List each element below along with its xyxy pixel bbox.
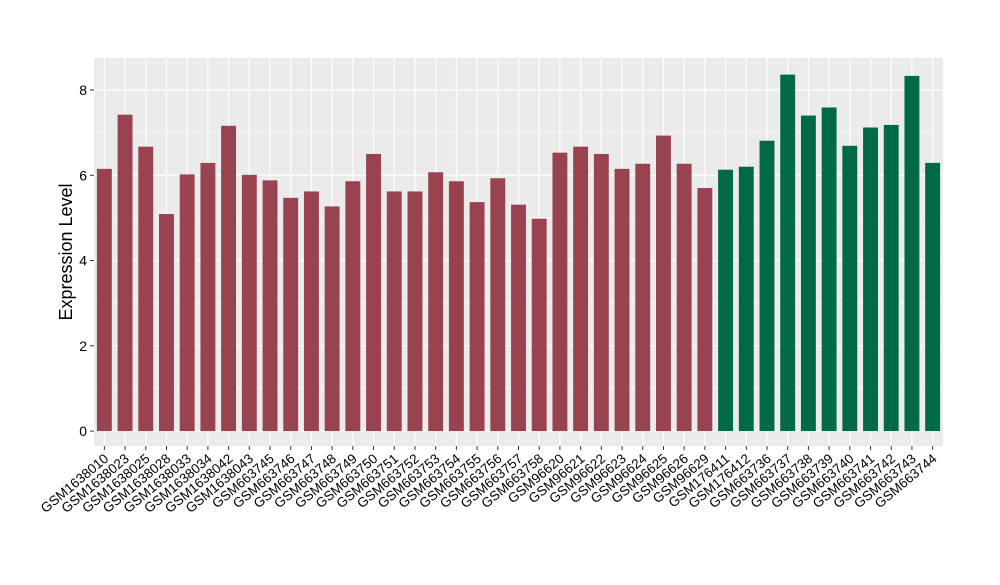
bar	[904, 75, 920, 432]
bar	[366, 153, 381, 432]
bar	[635, 163, 651, 432]
bar	[738, 166, 754, 432]
bar	[469, 202, 485, 432]
bar	[283, 197, 299, 432]
y-axis-title: Expression Level	[56, 183, 76, 320]
bar	[117, 114, 133, 432]
bar	[262, 180, 278, 432]
y-tick-label: 4	[79, 253, 87, 269]
bar	[324, 206, 340, 432]
x-axis: GSM1638010GSM1638023GSM1638025GSM1638028…	[38, 446, 940, 516]
bar	[883, 124, 899, 432]
bar	[407, 191, 423, 432]
bar	[593, 153, 609, 432]
bar	[863, 127, 878, 432]
bar	[511, 204, 526, 432]
bar	[614, 168, 630, 432]
y-tick-label: 6	[79, 167, 87, 183]
bar	[800, 115, 816, 432]
bar	[780, 74, 796, 432]
bar	[386, 191, 402, 432]
bar	[718, 169, 734, 432]
bar	[448, 181, 464, 432]
y-tick-label: 8	[79, 82, 87, 98]
bar	[200, 162, 216, 432]
bar	[221, 125, 237, 432]
bar	[697, 188, 713, 432]
bars	[96, 74, 941, 432]
bar	[821, 107, 837, 432]
bar	[138, 146, 154, 432]
bar	[428, 172, 444, 432]
bar	[552, 152, 568, 432]
bar	[96, 168, 112, 432]
y-tick-label: 2	[79, 338, 87, 354]
bar	[842, 145, 858, 432]
bar	[345, 181, 361, 432]
bar	[656, 135, 671, 432]
bar	[676, 163, 692, 432]
bar	[573, 146, 589, 432]
bar	[303, 191, 319, 432]
bar	[925, 162, 941, 432]
y-axis: 0 2 4 6 8	[79, 82, 94, 439]
bar	[241, 174, 257, 432]
bar	[531, 218, 547, 432]
y-tick-label: 0	[79, 423, 87, 439]
bar	[759, 140, 775, 432]
bar	[159, 214, 174, 432]
bar	[179, 174, 195, 432]
bar	[490, 178, 506, 432]
